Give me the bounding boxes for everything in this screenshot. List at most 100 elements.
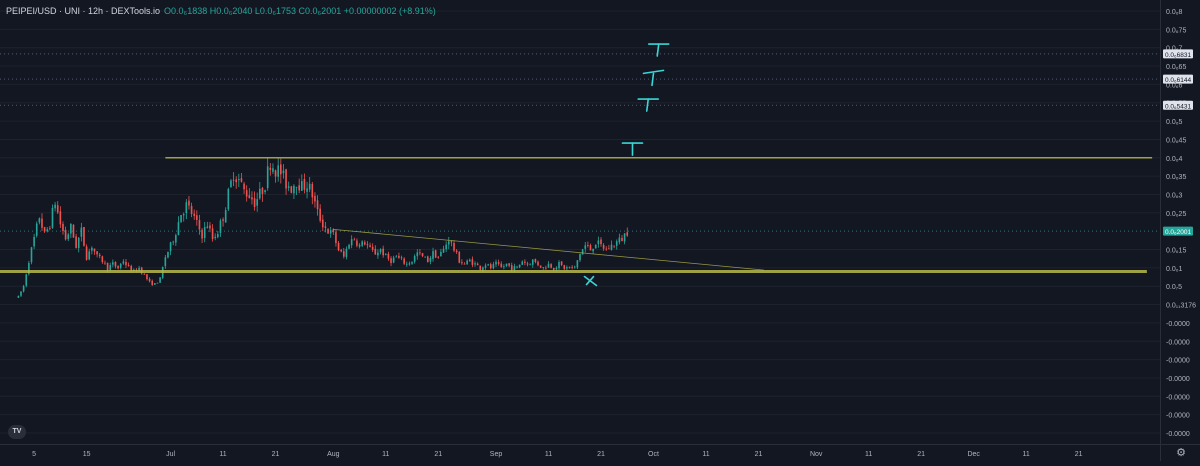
candle-body [340, 249, 342, 252]
candle [230, 178, 232, 189]
candle [484, 263, 487, 270]
x-tick-label: 21 [755, 451, 763, 458]
candle [534, 258, 537, 264]
candle-body [455, 250, 458, 252]
badge-bg [1163, 49, 1193, 59]
candle [468, 258, 471, 262]
candle [371, 243, 374, 252]
candle [253, 191, 256, 211]
y-tick-label: 0.0₆15 [1166, 248, 1186, 255]
candle-body [38, 218, 41, 223]
candle [487, 263, 489, 267]
candle-body [468, 259, 471, 262]
candle-body [387, 253, 390, 259]
candle [245, 185, 248, 202]
candle [558, 260, 560, 271]
candle [88, 248, 91, 261]
candle-body [280, 164, 282, 175]
candle-body [109, 265, 112, 271]
candle-body [230, 180, 232, 188]
symbol-title[interactable]: PEIPEI/USD · UNI · 12h · DEXTools.io [6, 6, 161, 16]
candle-body [521, 261, 524, 265]
candle-body [46, 229, 49, 232]
candle [440, 248, 442, 257]
target-marker [637, 98, 660, 112]
candle-body [581, 249, 584, 255]
target-marker [642, 69, 665, 87]
candle-body [587, 245, 589, 246]
candle-body [345, 248, 348, 257]
candle [185, 199, 188, 220]
candle [539, 265, 542, 269]
candle-body [489, 264, 492, 269]
candle-body [539, 265, 542, 268]
candle-body [287, 186, 290, 188]
candle-body [156, 282, 159, 284]
target-stem [656, 43, 660, 57]
candle-body [547, 263, 550, 268]
candle [311, 181, 314, 205]
candle [56, 201, 59, 215]
candle-body [274, 170, 277, 177]
candle [101, 255, 104, 264]
candle [471, 256, 474, 268]
candle [272, 163, 274, 175]
target-marker [621, 142, 644, 156]
candle [259, 182, 261, 200]
candle [156, 282, 159, 284]
candle-body [592, 248, 594, 252]
candle [521, 260, 524, 265]
y-tick-label: 0.0₆1 [1166, 266, 1183, 273]
candle-body [608, 248, 610, 250]
candle [623, 233, 626, 245]
candle-body [243, 183, 245, 190]
x-tick-label: 11 [382, 451, 389, 458]
x-tick-label: 11 [219, 451, 226, 458]
candle [613, 245, 615, 249]
candle [466, 259, 468, 265]
candle [25, 273, 28, 288]
candle [319, 204, 321, 223]
candle-body [272, 168, 274, 172]
candle [35, 221, 38, 238]
candle-body [531, 259, 534, 265]
candle-body [248, 195, 251, 199]
candle-body [471, 259, 474, 265]
candle-body [282, 170, 285, 174]
candle-body [25, 274, 28, 286]
candle-body [28, 263, 30, 275]
candle-body [600, 239, 602, 245]
y-tick-label: 0.0₁₁3176 [1166, 303, 1196, 310]
tradingview-logo[interactable]: TV [8, 425, 26, 439]
candle [287, 181, 290, 192]
candle-body [127, 264, 130, 267]
candle [119, 262, 122, 270]
candle-body [613, 245, 615, 247]
x-tick-label: Nov [810, 451, 823, 458]
price-level-badge: 0.0₆6144 [1163, 74, 1193, 84]
candle-body [329, 230, 332, 234]
candle [542, 267, 545, 270]
candle [327, 228, 329, 234]
badge-bg [1163, 100, 1193, 110]
candle [146, 274, 148, 281]
candle-body [232, 179, 235, 181]
candle [75, 233, 77, 249]
candle-body [261, 187, 264, 195]
candle [350, 235, 353, 249]
gear-icon[interactable]: ⚙ [1176, 447, 1186, 459]
candle-body [88, 251, 91, 260]
candle [592, 248, 594, 254]
candle [122, 259, 125, 265]
candle-body [384, 254, 387, 256]
candle-body [203, 227, 206, 238]
candle [573, 265, 576, 269]
candle [117, 265, 119, 270]
x-tick-label: 21 [272, 451, 280, 458]
candle-body [445, 244, 447, 250]
candle-body [253, 198, 256, 207]
candle [408, 261, 411, 266]
candle [432, 247, 434, 262]
